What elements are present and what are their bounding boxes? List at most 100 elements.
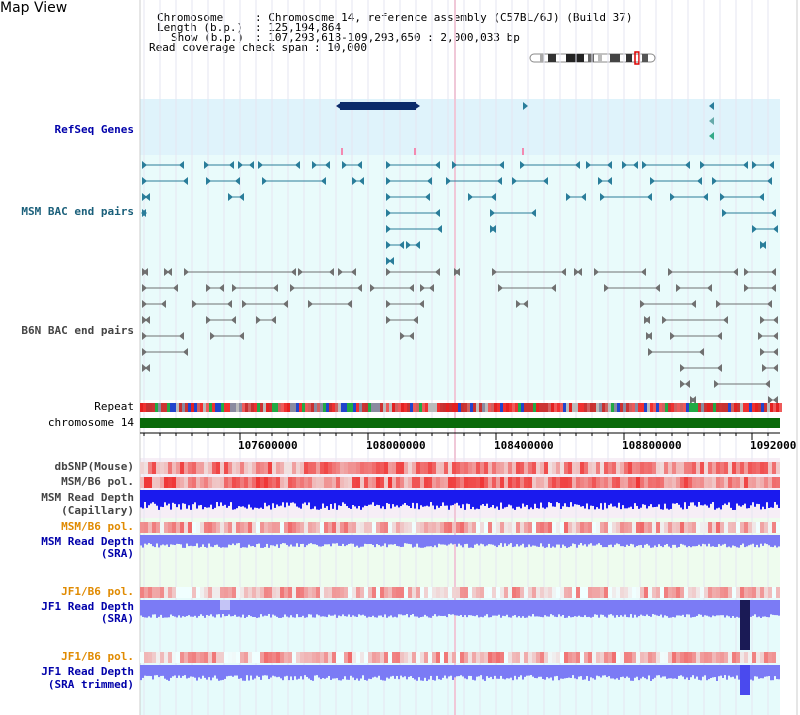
msm-sra-depth-bar (388, 535, 390, 545)
msm-capillary-depth-bar (482, 490, 484, 505)
jf1-b6-pol-cell (680, 587, 684, 598)
jf1-trimmed-depth-bar (202, 665, 204, 676)
msm-b6-pol-cell (712, 477, 716, 488)
dbsnp-heat-cell (668, 462, 672, 474)
jf1-trimmed-depth-bar (692, 665, 694, 676)
msm-sra-depth-bar (422, 535, 424, 548)
jf1-trimmed-depth-bar (600, 665, 602, 678)
jf1-trimmed-depth-bar (576, 665, 578, 680)
dbsnp-heat-cell (672, 462, 676, 474)
msm-b6-pol-cell (416, 477, 420, 488)
msm-sra-depth-bar (746, 535, 748, 547)
track-label-msm-depth-sra[interactable]: MSM Read Depth (41, 535, 134, 548)
dbsnp-heat-cell (156, 462, 160, 474)
msm-b6-pol-cell (208, 477, 212, 488)
jf1-b6-pol-cell (448, 652, 452, 663)
jf1-sra-depth-bar (364, 600, 366, 616)
msm-sra-depth-bar (580, 535, 582, 544)
jf1-trimmed-depth-bar (262, 665, 264, 676)
repeat-segment (260, 403, 263, 412)
jf1-b6-pol-cell (720, 587, 724, 598)
repeat-segment (440, 403, 443, 412)
jf1-trimmed-depth-bar (584, 665, 586, 680)
msm-sra-depth-bar (290, 535, 292, 545)
jf1-trimmed-depth-bar (194, 665, 196, 678)
msm-capillary-depth-bar (628, 490, 630, 508)
repeat-segment (770, 403, 773, 412)
msm-sra-depth-bar (502, 535, 504, 547)
jf1-b6-pol-cell (140, 652, 144, 663)
msm-capillary-depth-bar (614, 490, 616, 507)
repeat-segment (191, 403, 194, 412)
msm-bac-pair-end (520, 161, 525, 169)
track-label-msm-bac[interactable]: MSM BAC end pairs (21, 205, 134, 218)
track-label-jf1-depth-trimmed-sub: (SRA trimmed) (47, 678, 134, 691)
dbsnp-heat-cell (756, 462, 760, 474)
msm-sra-depth-bar (464, 535, 466, 545)
msm-sra-depth-bar (322, 535, 324, 547)
jf1-b6-pol-cell (196, 587, 200, 598)
jf1-sra-depth-bar (602, 600, 604, 615)
msm-capillary-depth-bar (718, 490, 720, 508)
msm-capillary-depth-bar (272, 490, 274, 504)
msm-capillary-depth-bar (720, 490, 722, 510)
jf1-b6-pol-cell (388, 587, 392, 598)
jf1-b6-pol-cell (776, 652, 780, 663)
msm-b6-pol-cell (740, 477, 744, 488)
msm-b6-pol-cell (212, 522, 216, 533)
track-label-refseq[interactable]: RefSeq Genes (54, 123, 134, 136)
jf1-trimmed-depth-bar (146, 665, 148, 676)
msm-sra-depth-bar (708, 535, 710, 544)
jf1-sra-depth-bar (212, 600, 214, 617)
track-label-jf1-b6-pol-2[interactable]: JF1/B6 pol. (61, 650, 134, 663)
msm-sra-depth-bar (692, 535, 694, 547)
jf1-b6-pol-cell (612, 652, 616, 663)
msm-bac-pair-end (415, 241, 420, 249)
msm-b6-pol-cell (396, 522, 400, 533)
repeat-segment (326, 403, 329, 412)
track-label-b6n-bac[interactable]: B6N BAC end pairs (21, 324, 134, 337)
jf1-sra-depth-bar (294, 600, 296, 618)
msm-b6-pol-cell (532, 522, 536, 533)
msm-sra-depth-bar (152, 535, 154, 547)
track-label-msm-b6-pol[interactable]: MSM/B6 pol. (61, 475, 134, 488)
msm-sra-depth-bar (226, 535, 228, 548)
track-label-jf1-b6-pol[interactable]: JF1/B6 pol. (61, 585, 134, 598)
jf1-trimmed-depth-bar (478, 665, 480, 677)
track-label-msm-b6-pol-2[interactable]: MSM/B6 pol. (61, 520, 134, 533)
track-label-jf1-depth-trimmed[interactable]: JF1 Read Depth (41, 665, 134, 678)
msm-capillary-depth-bar (284, 490, 286, 508)
jf1-trimmed-depth-bar (434, 665, 436, 681)
jf1-sra-depth-bar (612, 600, 614, 616)
dbsnp-heat-cell (316, 462, 320, 474)
msm-sra-depth-bar (542, 535, 544, 547)
jf1-b6-pol-cell (724, 652, 728, 663)
msm-b6-pol-cell (172, 477, 176, 488)
jf1-sra-depth-bar (484, 600, 486, 616)
msm-capillary-depth-bar (530, 490, 532, 508)
jf1-b6-pol-cell (512, 587, 516, 598)
msm-bac-track (141, 161, 778, 265)
msm-sra-depth-bar (634, 535, 636, 548)
msm-sra-depth-bar (146, 535, 148, 545)
msm-sra-depth-bar (706, 535, 708, 547)
msm-bac-pair-end (386, 161, 391, 169)
msm-sra-depth-bar (160, 535, 162, 546)
msm-sra-depth-bar (178, 535, 180, 544)
jf1-sra-depth-bar (320, 600, 322, 617)
msm-sra-depth-bar (156, 535, 158, 544)
jf1-b6-pol-cell (340, 652, 344, 663)
repeat-segment (434, 403, 437, 412)
jf1-b6-pol-cell (168, 652, 172, 663)
msm-b6-pol-cell (216, 522, 220, 533)
msm-b6-pol-cell (580, 522, 584, 533)
jf1-b6-pol-cell (280, 652, 284, 663)
track-label-msm-depth-capillary[interactable]: MSM Read Depth (41, 491, 134, 504)
jf1-trimmed-depth-bar (460, 665, 462, 676)
b6n-bac-pair-end (435, 268, 440, 276)
track-label-dbsnp[interactable]: dbSNP(Mouse) (54, 460, 134, 473)
track-label-jf1-depth-sra[interactable]: JF1 Read Depth (41, 600, 134, 613)
msm-sra-depth-bar (532, 535, 534, 546)
msm-sra-depth-bar (770, 535, 772, 547)
